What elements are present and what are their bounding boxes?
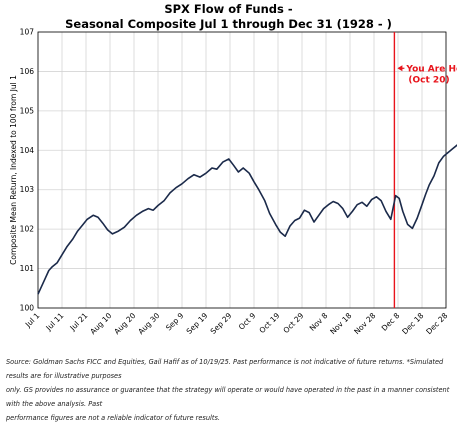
y-tick-label: 103	[20, 185, 35, 194]
x-tick-label: Jul 1	[23, 311, 42, 330]
x-tick-label: Jul 21	[68, 311, 90, 333]
x-tick-label: Aug 30	[136, 311, 161, 336]
y-axis-label: Composite Mean Return, Indexed to 100 fr…	[9, 75, 18, 265]
x-tick-label: Aug 10	[88, 311, 113, 336]
x-tick-label: Oct 29	[281, 311, 305, 335]
chart-subtitle: Seasonal Composite Jul 1 through Dec 31 …	[65, 17, 392, 31]
plot-frame	[37, 31, 447, 309]
x-tick-label: Nov 18	[328, 311, 353, 336]
annotation-text-line-1: You Are Here	[405, 64, 457, 74]
series-line	[37, 144, 457, 295]
y-tick-label: 105	[20, 106, 35, 115]
annotation-text-line-2: (Oct 20)	[408, 75, 449, 85]
y-tick-label: 102	[20, 225, 35, 234]
source-note-line-3: performance figures are not a reliable i…	[6, 414, 220, 422]
x-tick-label: Oct 19	[257, 311, 281, 335]
y-tick-label: 101	[20, 264, 35, 273]
source-note-line-1: Source: Goldman Sachs FICC and Equities,…	[6, 358, 444, 380]
x-tick-label: Dec 18	[400, 311, 425, 336]
annotation-arrow-head	[397, 65, 403, 72]
y-tick-label: 104	[20, 146, 35, 155]
y-tick-label: 106	[20, 67, 35, 76]
chart-title: SPX Flow of Funds -	[164, 2, 293, 16]
x-tick-label: Sep 29	[209, 311, 234, 336]
x-tick-label: Sep 19	[185, 311, 210, 336]
y-tick-label: 107	[20, 28, 35, 37]
y-tick-label: 100	[20, 304, 35, 313]
x-tick-label: Nov 8	[308, 311, 330, 333]
line-chart: 100 101 102 103 104 105 106 107 Jul 1 Jul 11 Jul 2…	[9, 28, 457, 336]
x-tick-label: Nov 28	[352, 311, 377, 336]
source-note-line-2: only. GS provides no assurance or guaran…	[6, 386, 450, 408]
x-tick-label: Sep 9	[164, 311, 186, 333]
chart-title-block: SPX Flow of Funds - Seasonal Composite J…	[0, 2, 457, 32]
x-tick-label: Jul 11	[44, 311, 66, 333]
x-tick-label: Dec 28	[424, 311, 449, 336]
source-note: Source: Goldman Sachs FICC and Equities,…	[6, 355, 452, 425]
x-tick-label: Aug 20	[112, 311, 137, 336]
x-tick-label: Dec 8	[380, 311, 402, 333]
x-tick-label: Oct 9	[237, 311, 258, 332]
